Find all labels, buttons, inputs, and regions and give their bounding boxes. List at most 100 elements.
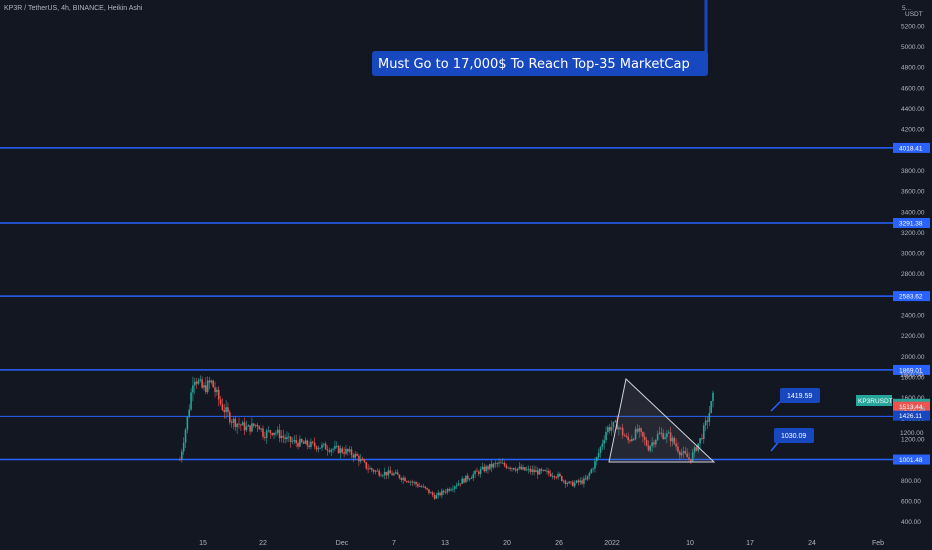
- candle-body: [483, 466, 486, 472]
- candle-body: [374, 470, 377, 472]
- candle-body: [271, 433, 274, 436]
- candle-body: [262, 428, 264, 437]
- candle-body: [356, 453, 358, 456]
- candle-body: [188, 409, 191, 417]
- candle-body: [632, 439, 635, 440]
- candle-body: [680, 453, 683, 456]
- candle-body: [389, 470, 392, 474]
- candle-body: [466, 475, 469, 480]
- candle-body: [256, 424, 259, 427]
- candle-body: [677, 446, 679, 452]
- y-tick-label: 5200.00: [901, 23, 925, 30]
- candle-body: [195, 381, 198, 384]
- candle-body: [378, 470, 380, 476]
- candle-body: [555, 477, 558, 478]
- candle-body: [551, 476, 554, 477]
- candle-body: [182, 442, 185, 452]
- y-tick-label: 3000.00: [901, 251, 925, 258]
- triangle-pattern: [608, 378, 716, 463]
- candle-body: [544, 469, 546, 471]
- candle-body: [468, 478, 471, 480]
- candle-body: [371, 468, 373, 470]
- candle-body: [605, 431, 607, 441]
- candle-body: [688, 457, 690, 460]
- candle-body: [446, 489, 449, 493]
- candle-body: [636, 429, 639, 432]
- candle-body: [393, 473, 395, 476]
- x-tick-label: 20: [503, 540, 511, 547]
- y-tick-label: 4200.00: [901, 127, 925, 134]
- candle-body: [479, 469, 482, 475]
- candle-body: [572, 481, 574, 487]
- candle-body: [299, 439, 301, 447]
- candle-body: [267, 430, 270, 432]
- candle-body: [369, 468, 371, 470]
- candle-body: [217, 389, 220, 400]
- x-axis-ticks: 15 22 Dec 7 13 20 26 2022 10 17 24 Feb: [199, 540, 884, 547]
- candle-body: [278, 429, 281, 439]
- candle-body: [324, 443, 327, 450]
- candle-body: [577, 480, 580, 483]
- candle-body: [708, 413, 711, 422]
- candle-body: [289, 436, 292, 442]
- candle-body: [503, 462, 506, 466]
- candle-body: [367, 468, 369, 470]
- y-tick-label: 4600.00: [901, 85, 925, 92]
- candle-body: [546, 470, 548, 472]
- candle-body: [288, 436, 290, 438]
- candle-body: [557, 473, 559, 478]
- price-tag-label: 1426.11: [899, 413, 922, 420]
- level-tag-label: 1001.48: [899, 457, 923, 464]
- candle-body: [511, 468, 513, 469]
- candle-body: [394, 472, 397, 474]
- candle-body: [518, 466, 521, 469]
- candle-body: [695, 447, 698, 451]
- candle-body: [575, 480, 578, 483]
- annotation-banner[interactable]: Must Go to 17,000$ To Reach Top-35 Marke…: [372, 51, 708, 76]
- candle-body: [265, 430, 268, 438]
- y-tick-label: 3600.00: [901, 189, 925, 196]
- candle-body: [193, 381, 196, 386]
- candle-body: [684, 451, 687, 454]
- callout-upper[interactable]: 1419.59: [770, 388, 820, 412]
- candle-body: [197, 380, 200, 384]
- candle-body: [573, 482, 576, 487]
- candle-body: [548, 470, 550, 474]
- candle-body: [618, 427, 620, 430]
- candle-body: [531, 469, 534, 472]
- candle-body: [682, 451, 685, 454]
- candle-body: [450, 489, 452, 491]
- candle-body: [415, 482, 417, 485]
- candle-body: [492, 463, 495, 468]
- level-tag-label: 1869.01: [899, 367, 923, 374]
- candle-body: [619, 427, 622, 429]
- candle-body: [588, 473, 591, 476]
- candle-body: [354, 453, 357, 458]
- x-tick-label: 22: [259, 540, 267, 547]
- candle-body: [258, 426, 261, 430]
- callout-lower-label: 1030.09: [781, 433, 806, 440]
- candle-body: [280, 435, 283, 439]
- candle-body: [496, 463, 499, 465]
- candle-body: [566, 483, 569, 485]
- x-tick-label: 15: [199, 540, 207, 547]
- y-tick-label: 3400.00: [901, 209, 925, 216]
- partial-label-b: 01:12:36: [900, 406, 926, 413]
- candle-body: [629, 440, 631, 442]
- candle-body: [487, 466, 489, 470]
- candle-body: [631, 439, 633, 442]
- x-tick-label: Dec: [336, 540, 349, 547]
- y-tick-label: 2000.00: [901, 354, 925, 361]
- callout-lower[interactable]: 1030.09: [770, 428, 814, 452]
- candle-body: [690, 459, 692, 462]
- candle-body: [319, 447, 321, 449]
- symbol-tag[interactable]: KP3RUSDT: [856, 395, 893, 406]
- candle-body: [216, 389, 218, 392]
- candle-body: [442, 490, 445, 493]
- candle-body: [304, 440, 307, 444]
- candle-body: [527, 468, 530, 470]
- candle-body: [363, 460, 366, 463]
- candle-body: [238, 423, 240, 425]
